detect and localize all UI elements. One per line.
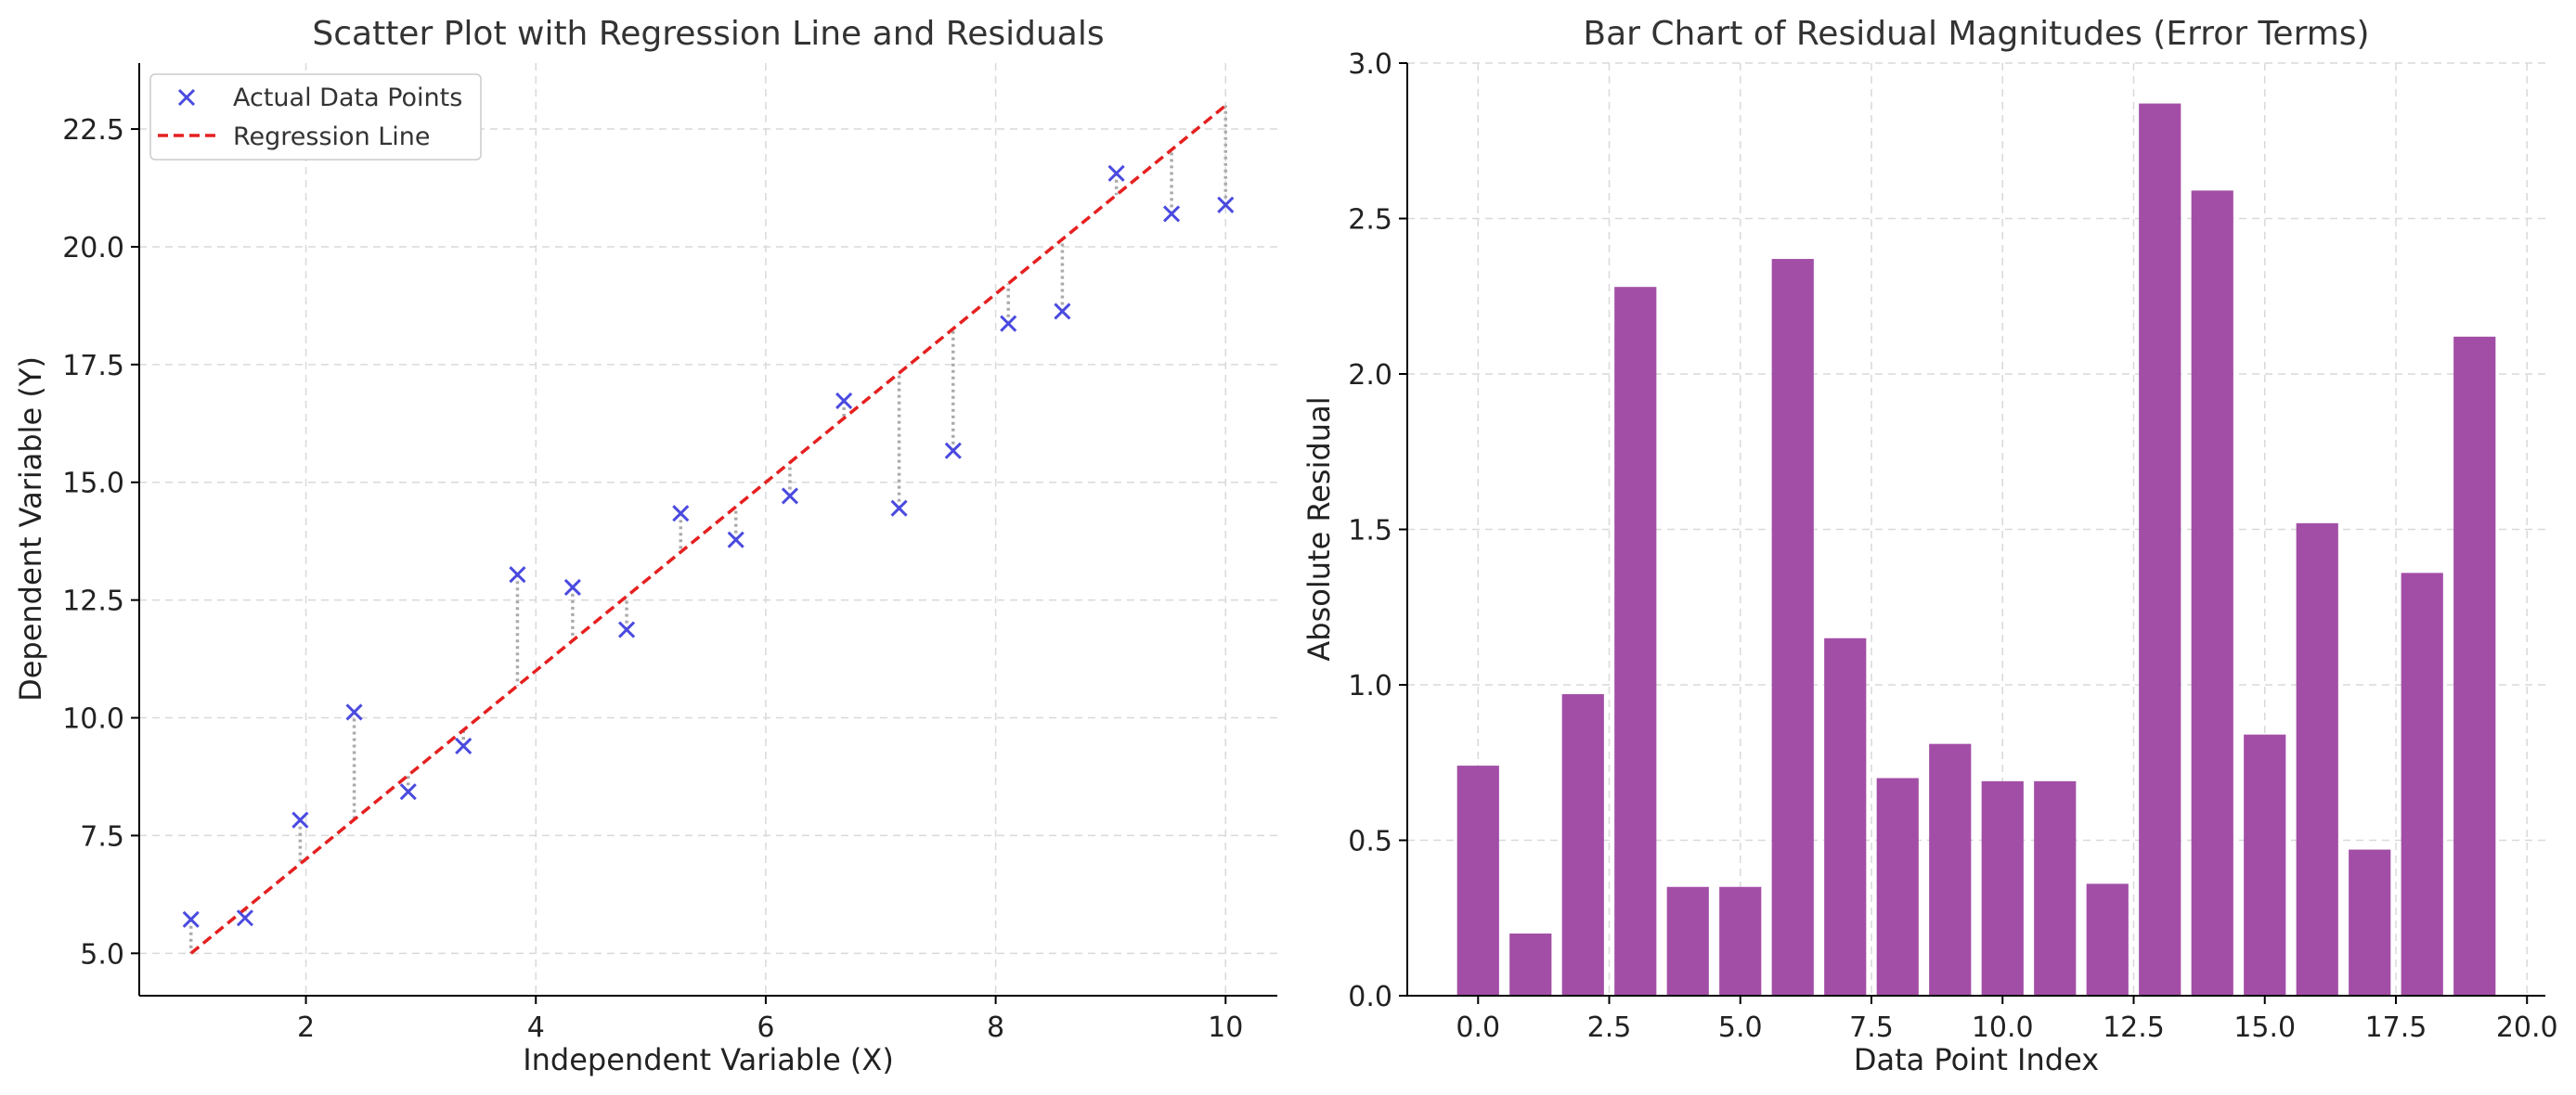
- bar-y-tick-label: 3.0: [1348, 48, 1392, 81]
- bar-chart: 0.0 2.5 5.0 7.5 10.0 12.5 15.0 17.5 20.0 0.0 0.5 1…: [1301, 15, 2558, 1077]
- bar-x-tick-label: 2.5: [1587, 1011, 1632, 1044]
- legend-label-actual-data-points: Actual Data Points: [233, 84, 462, 112]
- bar-x-tick-label: 10.0: [1972, 1011, 2034, 1044]
- scatter-y-axis-label: Dependent Variable (Y): [13, 356, 48, 702]
- data-point: [835, 392, 853, 409]
- data-point: [1054, 303, 1071, 320]
- scatter-y-tick-label: 10.0: [62, 703, 124, 736]
- data-point: [890, 499, 908, 517]
- residual-bar: [2244, 734, 2286, 996]
- data-point: [291, 811, 309, 829]
- residual-bar: [1824, 638, 1867, 996]
- bar-x-tick-label: 17.5: [2365, 1011, 2427, 1044]
- scatter-chart: 2 4 6 8 10 5.0 7.5 10.0 12.5 15.0 17.5 20.0 22.5 Sc…: [13, 15, 1277, 1077]
- residual-bar: [1981, 780, 2024, 996]
- scatter-x-tick-label: 2: [297, 1011, 315, 1044]
- data-point: [618, 621, 636, 638]
- data-point: [1163, 205, 1181, 223]
- residual-bar: [1666, 886, 1709, 996]
- data-point: [672, 505, 690, 522]
- residual-bar: [2034, 780, 2077, 996]
- residual-bar: [2453, 336, 2496, 996]
- bar-y-tick-label: 0.5: [1348, 826, 1392, 858]
- bar-x-tick-label: 0.0: [1456, 1011, 1500, 1044]
- residual-bar: [1876, 778, 1919, 996]
- scatter-legend: Actual Data Points Regression Line: [149, 73, 482, 161]
- data-point: [509, 566, 526, 584]
- residual-bar: [1929, 743, 1972, 996]
- scatter-x-tick-label: 6: [757, 1011, 774, 1044]
- bar-y-tick-label: 2.0: [1348, 359, 1392, 392]
- bar-x-tick-label: 5.0: [1718, 1011, 1763, 1044]
- data-point: [727, 531, 744, 548]
- data-point: [944, 442, 962, 459]
- legend-label-regression-line: Regression Line: [233, 122, 431, 151]
- residual-bar: [2191, 190, 2233, 997]
- scatter-y-tick-label: 15.0: [62, 468, 124, 500]
- residual-bar: [2349, 849, 2391, 996]
- bar-y-axis-label: Absolute Residual: [1301, 396, 1337, 661]
- scatter-chart-title: Scatter Plot with Regression Line and Re…: [312, 15, 1104, 53]
- legend-frame: [149, 73, 482, 161]
- scatter-y-tick-label: 5.0: [80, 938, 124, 971]
- scatter-y-tick-label: 22.5: [62, 114, 124, 147]
- data-point: [1000, 315, 1017, 332]
- residual-bar: [2086, 883, 2129, 996]
- scatter-y-tick-label: 12.5: [62, 586, 124, 618]
- residual-bar: [1509, 934, 1552, 996]
- residual-bar: [2401, 573, 2443, 996]
- regression-line: [189, 104, 1227, 955]
- scatter-y-tick-label: 7.5: [80, 820, 124, 853]
- bar-y-tick-label: 0.0: [1348, 981, 1392, 1013]
- data-point: [1107, 164, 1125, 182]
- data-point: [781, 487, 798, 505]
- data-point: [455, 737, 472, 755]
- scatter-y-tick-label: 20.0: [62, 232, 124, 264]
- data-point: [236, 909, 253, 927]
- bar-y-tick-label: 2.5: [1348, 204, 1392, 237]
- residual-bar: [1614, 287, 1657, 996]
- bar-x-tick-label: 12.5: [2103, 1011, 2165, 1044]
- residual-bar: [1456, 766, 1499, 996]
- bar-y-tick-label: 1.5: [1348, 515, 1392, 548]
- legend-marker-x-icon: [177, 88, 196, 107]
- bar-x-axis-label: Data Point Index: [1854, 1042, 2099, 1077]
- residual-bar: [1719, 886, 1762, 996]
- residual-bar: [2139, 103, 2181, 997]
- scatter-x-tick-label: 4: [527, 1011, 545, 1044]
- data-point: [182, 910, 200, 928]
- data-point: [1217, 196, 1235, 213]
- data-point: [345, 703, 363, 721]
- scatter-x-tick-label: 8: [987, 1011, 1004, 1044]
- scatter-x-axis-label: Independent Variable (X): [523, 1042, 894, 1077]
- bar-y-tick-label: 1.0: [1348, 670, 1392, 702]
- residual-bar: [1771, 259, 1814, 996]
- bar-chart-title: Bar Chart of Residual Magnitudes (Error …: [1583, 15, 2369, 53]
- bar-x-tick-label: 7.5: [1849, 1011, 1894, 1044]
- bar-x-tick-label: 20.0: [2496, 1011, 2558, 1044]
- scatter-y-tick-label: 17.5: [62, 350, 124, 382]
- data-point: [563, 578, 581, 596]
- data-point: [399, 783, 417, 801]
- bar-x-tick-label: 15.0: [2233, 1011, 2296, 1044]
- residual-bar: [2296, 522, 2338, 996]
- residual-bar: [1561, 694, 1604, 996]
- scatter-x-tick-label: 10: [1208, 1011, 1243, 1044]
